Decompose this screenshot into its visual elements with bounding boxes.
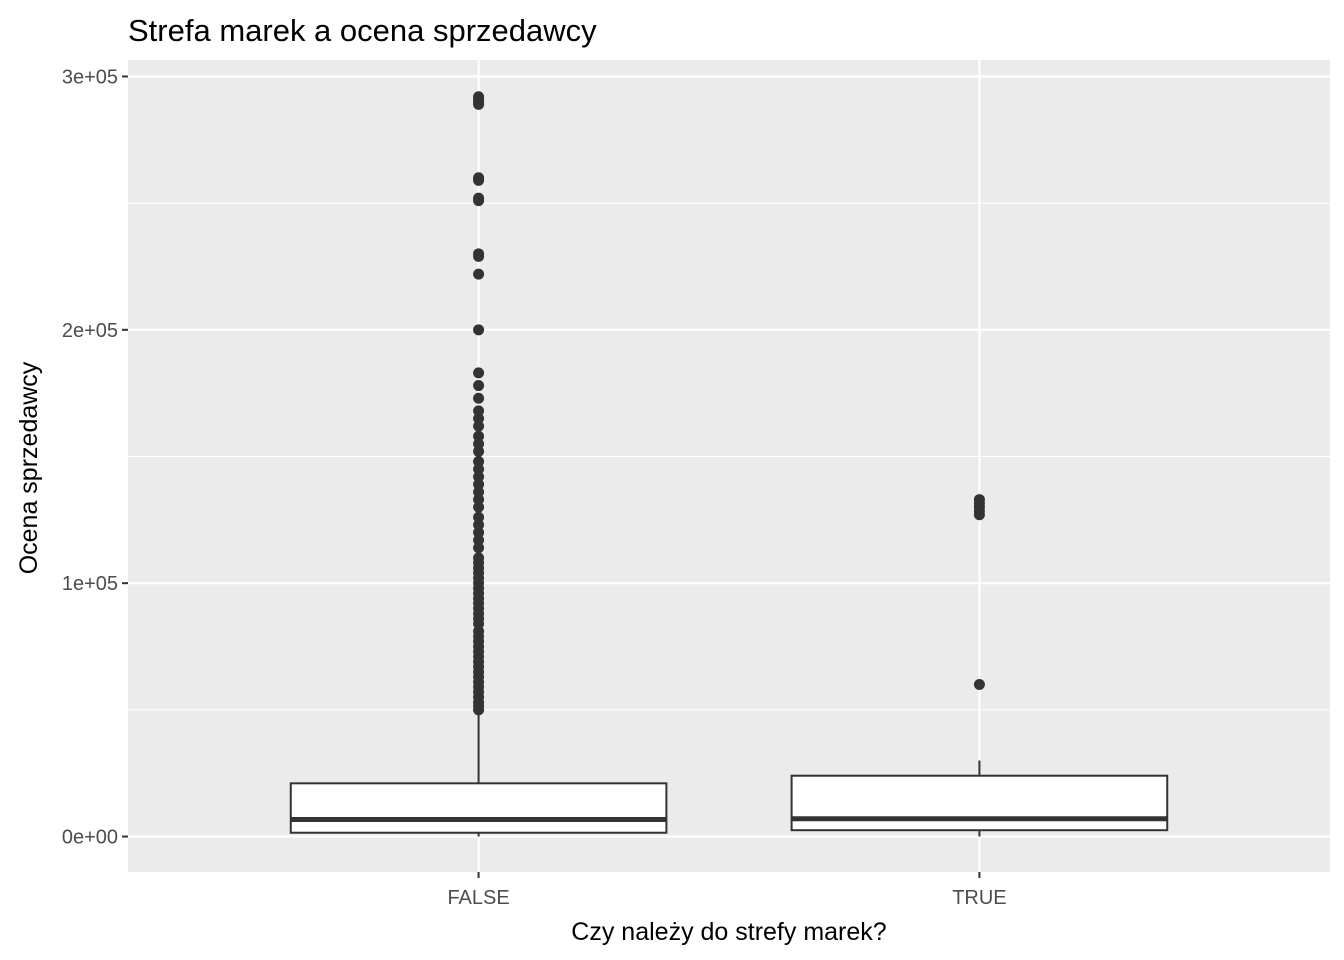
box-body (790, 774, 1169, 832)
outlier-point (473, 430, 485, 442)
y-tick-label: 1e+05 (62, 573, 118, 595)
outlier-point (473, 519, 485, 531)
outlier-point (473, 552, 485, 564)
chart-title: Strefa marek a ocena sprzedawcy (128, 13, 597, 48)
x-tick-label: TRUE (952, 887, 1006, 909)
x-axis-title: Czy należy do strefy marek? (571, 918, 886, 946)
outlier-point (473, 392, 485, 404)
outlier-point (473, 268, 485, 280)
outlier-point (473, 412, 485, 424)
outlier-point (473, 534, 485, 546)
outlier-point (473, 192, 485, 204)
y-axis: 0e+00 1e+05 2e+05 3e+05 (62, 66, 128, 849)
outlier-point (473, 405, 485, 417)
box-false (289, 91, 668, 837)
outlier-point (473, 172, 485, 184)
outlier-point (473, 438, 485, 450)
outlier-point (473, 471, 485, 483)
outlier-point (473, 478, 485, 490)
grid-minor (128, 202, 1330, 711)
y-axis-title: Ocena sprzedawcy (15, 361, 43, 574)
outlier-point (473, 486, 485, 498)
outlier-point (473, 456, 485, 468)
outlier-point (473, 494, 485, 506)
outlier-point (473, 380, 485, 392)
y-tick-label: 0e+00 (62, 827, 118, 849)
outlier-point (473, 625, 485, 637)
outlier-point (473, 542, 485, 554)
y-tick-label: 3e+05 (62, 66, 118, 88)
outlier-point (473, 511, 485, 523)
outlier-point (473, 367, 485, 379)
x-tick-label: FALSE (447, 887, 509, 909)
outlier-point (473, 527, 485, 539)
box-true (790, 494, 1169, 837)
outlier-point (473, 445, 485, 457)
outlier-point (473, 463, 485, 475)
box-body (289, 782, 668, 834)
grid-major (128, 60, 1330, 872)
outlier-point (473, 324, 485, 336)
y-tick-label: 2e+05 (62, 320, 118, 342)
outlier-point (473, 501, 485, 513)
x-axis: FALSE TRUE (447, 872, 1007, 909)
outlier-point (473, 91, 485, 103)
plot-panel (128, 60, 1330, 872)
outlier-point (973, 679, 985, 691)
boxes (289, 91, 1169, 837)
outlier-point (473, 420, 485, 432)
outlier-point (473, 248, 485, 260)
outlier-point (973, 494, 985, 506)
